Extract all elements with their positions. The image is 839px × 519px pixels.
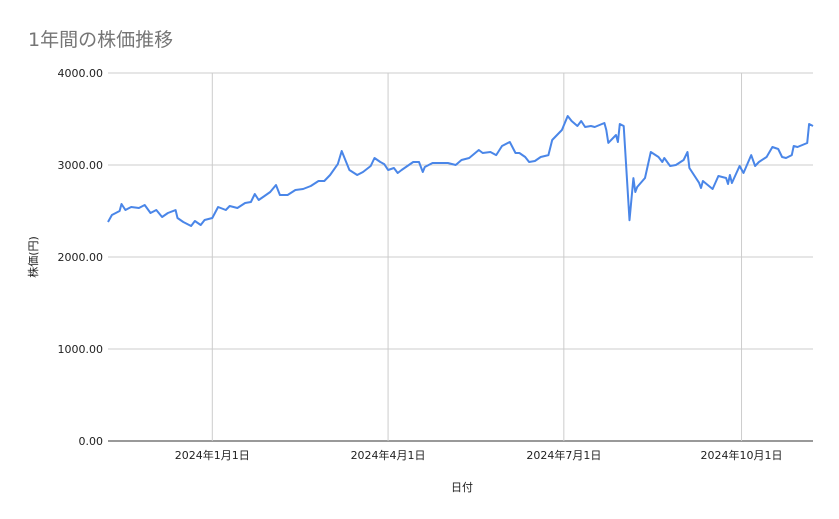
y-tick-label: 2000.00 — [58, 251, 104, 264]
y-tick-label: 0.00 — [79, 435, 104, 448]
gridlines — [108, 72, 813, 442]
y-axis-ticks: 0.00 1000.00 2000.00 3000.00 4000.00 — [58, 67, 104, 448]
x-tick-label: 2024年7月1日 — [526, 448, 601, 462]
y-axis-title: 株価(円) — [26, 236, 40, 278]
x-axis-title: 日付 — [451, 481, 473, 494]
x-axis-ticks: 2024年1月1日 2024年4月1日 2024年7月1日 2024年10月1日 — [175, 448, 783, 462]
series-line — [107, 115, 814, 227]
series-line-group — [107, 115, 814, 227]
y-tick-label: 3000.00 — [58, 159, 104, 172]
chart-title: 1年間の株価推移 — [28, 29, 173, 51]
x-tick-label: 2024年4月1日 — [351, 448, 426, 462]
x-tick-label: 2024年1月1日 — [175, 448, 250, 462]
x-tick-label: 2024年10月1日 — [701, 448, 783, 462]
y-tick-label: 1000.00 — [58, 343, 104, 356]
y-tick-label: 4000.00 — [58, 67, 104, 80]
